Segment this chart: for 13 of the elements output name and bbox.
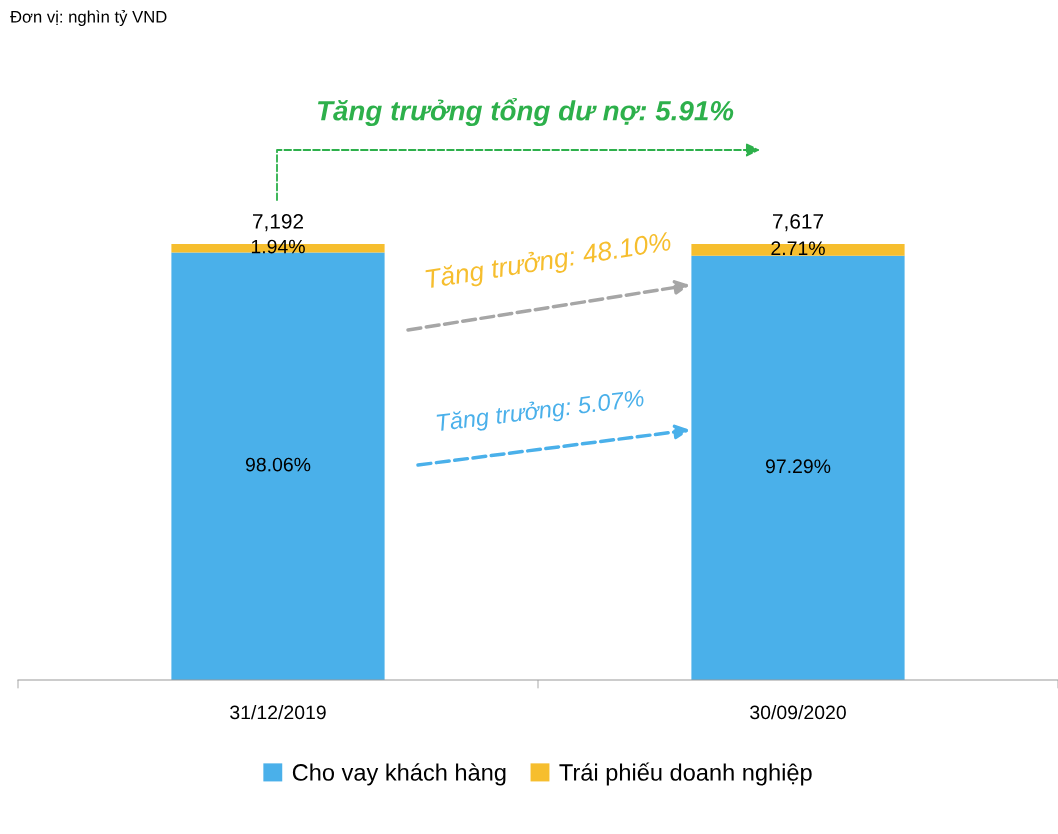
- data-label: 97.29%: [765, 459, 831, 474]
- text: Đơn vị: nghìn tỷ VND: [10, 9, 167, 27]
- legend-label: Trái phiếu doanh nghiệp: [559, 762, 812, 786]
- text: 7,617: [773, 214, 824, 232]
- data-label: 2.71%: [771, 241, 825, 256]
- x-tick-label: 31/12/2019: [230, 705, 326, 720]
- text: Tăng trưởng tổng dư nợ: 5.91%: [317, 97, 734, 127]
- text: 7,192: [253, 214, 304, 232]
- legend-label: Cho vay khách hàng: [292, 763, 506, 786]
- x-tick-label: 30/09/2020: [750, 705, 846, 720]
- annotation: Tăng trưởng: 48.10%: [425, 230, 673, 294]
- data-label: 98.06%: [245, 457, 311, 472]
- annotation: Tăng trưởng: 5.07%: [436, 388, 645, 436]
